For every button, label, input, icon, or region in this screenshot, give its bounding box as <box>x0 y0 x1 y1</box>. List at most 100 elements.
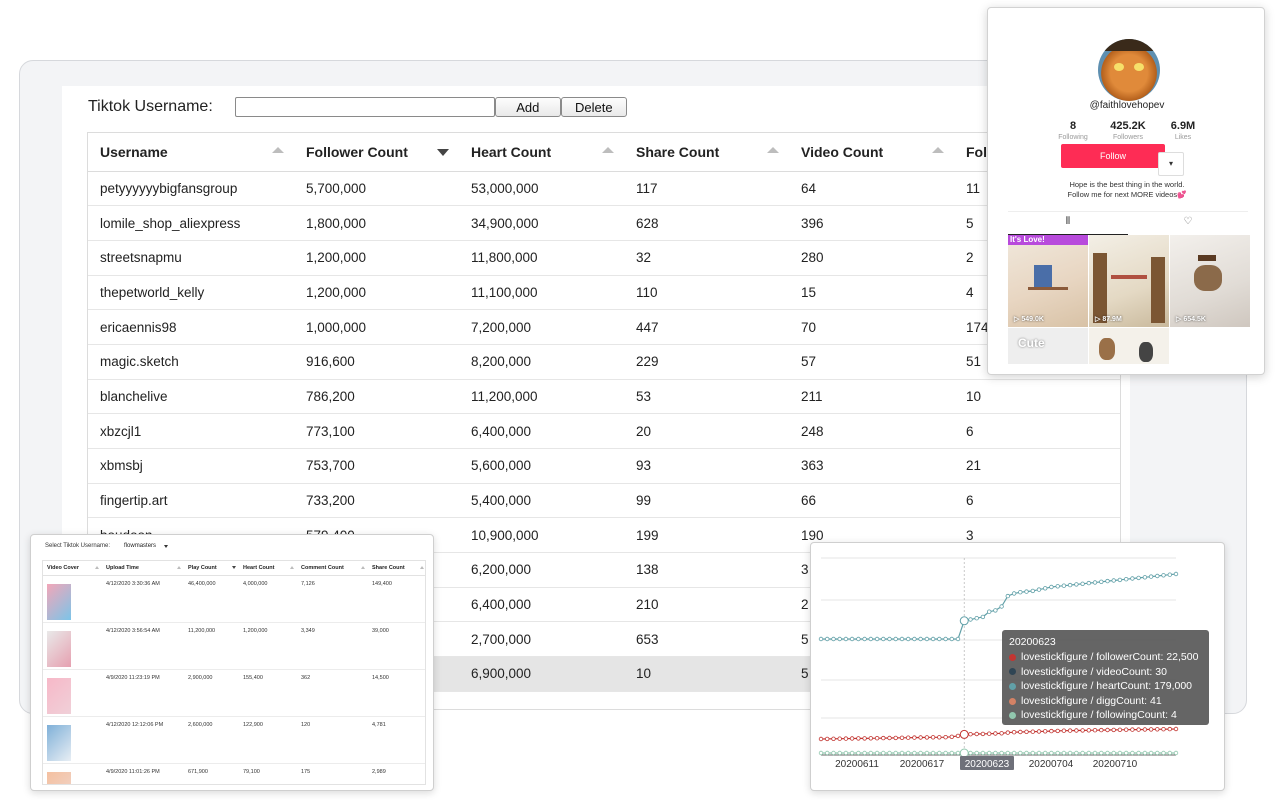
play-count-label: ▷ 87.9M <box>1095 316 1122 323</box>
column-header-username[interactable]: Username <box>88 133 294 172</box>
table-row[interactable]: fingertip.art 733,200 5,400,000 99 66 6 <box>88 483 1120 519</box>
following-count-point <box>1011 750 1017 756</box>
heart-count-point <box>856 636 861 642</box>
heart-count-point <box>1055 584 1060 589</box>
table-row[interactable]: streetsnapmu 1,200,000 11,800,000 32 280 2 <box>88 240 1120 276</box>
username-input[interactable] <box>234 97 495 117</box>
column-header-video-count[interactable]: Video Count <box>789 133 954 172</box>
heart-count-point <box>918 636 923 642</box>
table-row[interactable]: 4/9/2020 11:23:19 PM 2,900,000 155,400 362 1… <box>43 669 425 717</box>
table-row[interactable]: 4/12/2020 3:56:54 AM 11,200,000 1,200,000 3… <box>43 622 425 670</box>
video-cover-image[interactable] <box>47 583 71 620</box>
sort-asc-icon[interactable] <box>420 566 424 569</box>
table-row[interactable]: 4/12/2020 12:12:06 PM 2,600,000 122,900 120… <box>43 716 425 764</box>
table-cell: 93 <box>624 448 789 484</box>
column-header-share-count[interactable]: Share Count <box>368 561 425 576</box>
table-cell: 2,900,000 <box>184 669 239 717</box>
following-count-highlight-point <box>959 748 969 758</box>
video-cover-image[interactable] <box>47 724 71 761</box>
table-row[interactable]: xbmsbj 753,700 5,600,000 93 363 21 <box>88 448 1120 484</box>
play-icon: ▷ <box>1014 316 1022 323</box>
following-count-point <box>1148 750 1154 756</box>
following-count-point <box>1161 750 1166 756</box>
follower-count-point <box>1105 727 1110 733</box>
avatar <box>1098 39 1160 101</box>
table-row[interactable]: lomile_shop_aliexpress 1,800,000 34,900,00… <box>88 205 1120 241</box>
following-count-point <box>825 750 830 756</box>
table-row[interactable]: 4/12/2020 3:30:36 AM 46,400,000 4,000,000 7… <box>43 575 425 623</box>
tab-videos[interactable]: ⦀ <box>1008 212 1128 235</box>
username-select[interactable]: flowmasters <box>124 543 170 549</box>
sort-asc-icon[interactable] <box>361 566 365 569</box>
following-count-point <box>1155 750 1160 756</box>
heart-count-point <box>874 636 880 642</box>
sort-asc-icon[interactable] <box>177 566 181 569</box>
video-thumbnail[interactable]: Cute <box>1008 328 1088 364</box>
column-header-video-cover[interactable]: Video Cover <box>43 561 102 576</box>
heart-count-point <box>899 636 905 642</box>
sort-asc-icon[interactable] <box>767 147 779 153</box>
play-icon: ▷ <box>1176 316 1184 323</box>
tooltip-row: lovestickfigure / followerCount: 22,500 <box>1009 650 1202 665</box>
table-row[interactable]: blanchelive 786,200 11,200,000 53 211 10 <box>88 379 1120 415</box>
video-thumbnail[interactable]: ▷ 654.5K <box>1170 235 1250 327</box>
video-thumbnail[interactable]: It's Love! ▷ 549.0K <box>1008 235 1088 327</box>
sort-asc-icon[interactable] <box>290 566 294 569</box>
follow-button[interactable]: Follow <box>1061 144 1165 168</box>
column-header-play-count[interactable]: Play Count <box>184 561 239 576</box>
video-cover-image[interactable] <box>47 630 71 667</box>
following-count-point <box>1080 750 1085 756</box>
table-cell: 229 <box>624 344 789 380</box>
heart-count-point <box>893 636 898 642</box>
x-tick-highlight-bg <box>960 756 1014 770</box>
heart-count-point <box>818 636 824 642</box>
sort-asc-icon[interactable] <box>932 147 944 153</box>
video-thumbnail[interactable]: ▷ 87.9M <box>1089 235 1169 327</box>
table-row[interactable]: thepetworld_kelly 1,200,000 11,100,000 110 1… <box>88 275 1120 311</box>
table-row[interactable]: ericaennis98 1,000,000 7,200,000 447 70 174 <box>88 309 1120 345</box>
grid-icon: ⦀ <box>1065 216 1071 227</box>
column-header-heart-count[interactable]: Heart Count <box>239 561 297 576</box>
follower-count-point <box>974 731 979 737</box>
table-row[interactable]: xbzcjl1 773,100 6,400,000 20 248 6 <box>88 413 1120 449</box>
table-row[interactable]: magic.sketch 916,600 8,200,000 229 57 51 <box>88 344 1120 380</box>
sort-asc-icon[interactable] <box>272 147 284 153</box>
video-thumbnail[interactable] <box>1089 328 1169 364</box>
column-header-comment-count[interactable]: Comment Count <box>297 561 368 576</box>
delete-button[interactable]: Delete <box>560 97 627 117</box>
sort-desc-icon[interactable] <box>232 566 236 569</box>
heart-count-point <box>974 615 979 621</box>
following-count-point <box>1124 750 1129 756</box>
follower-count-point <box>831 736 836 741</box>
column-header-follower-count[interactable]: Follower Count <box>294 133 459 172</box>
add-button[interactable]: Add <box>494 97 561 117</box>
sort-asc-icon[interactable] <box>602 147 614 153</box>
tab-liked[interactable]: ♡ <box>1128 212 1248 235</box>
table-row[interactable]: petyyyyyybigfansgroup 5,700,000 53,000,000… <box>88 171 1120 207</box>
table-cell: 34,900,000 <box>459 205 624 241</box>
username-form: Tiktok Username: Add Delete <box>88 96 627 118</box>
table-cell: 122,900 <box>239 716 297 764</box>
table-row[interactable]: 4/9/2020 11:01:26 PM 671,900 79,100 175 2,98… <box>43 763 425 784</box>
heart-count-point <box>1024 589 1029 594</box>
column-header-share-count[interactable]: Share Count <box>624 133 789 172</box>
table-cell: 11,200,000 <box>184 622 239 670</box>
sort-desc-icon[interactable] <box>437 149 449 156</box>
table-cell: 11,800,000 <box>459 240 624 276</box>
sort-asc-icon[interactable] <box>95 566 99 569</box>
following-count-point <box>1167 750 1172 756</box>
following-count-point <box>1030 750 1035 756</box>
column-header-upload-time[interactable]: Upload Time <box>102 561 184 576</box>
video-table-popup: Select Tiktok Username: flowmasters Vide… <box>30 534 434 791</box>
more-options-button[interactable]: ▾ <box>1158 152 1184 176</box>
column-header-heart-count[interactable]: Heart Count <box>459 133 624 172</box>
table-cell: 6 <box>954 413 1120 449</box>
video-cover-image[interactable] <box>47 771 71 784</box>
tooltip-row: lovestickfigure / heartCount: 179,000 <box>1009 679 1202 694</box>
avatar-eye <box>1134 63 1144 71</box>
follower-count-point <box>1074 728 1079 733</box>
table-cell: 362 <box>297 669 368 717</box>
video-cover-image[interactable] <box>47 677 71 714</box>
video-thumbnail[interactable] <box>1170 328 1250 364</box>
table-cell: 70 <box>789 309 954 345</box>
